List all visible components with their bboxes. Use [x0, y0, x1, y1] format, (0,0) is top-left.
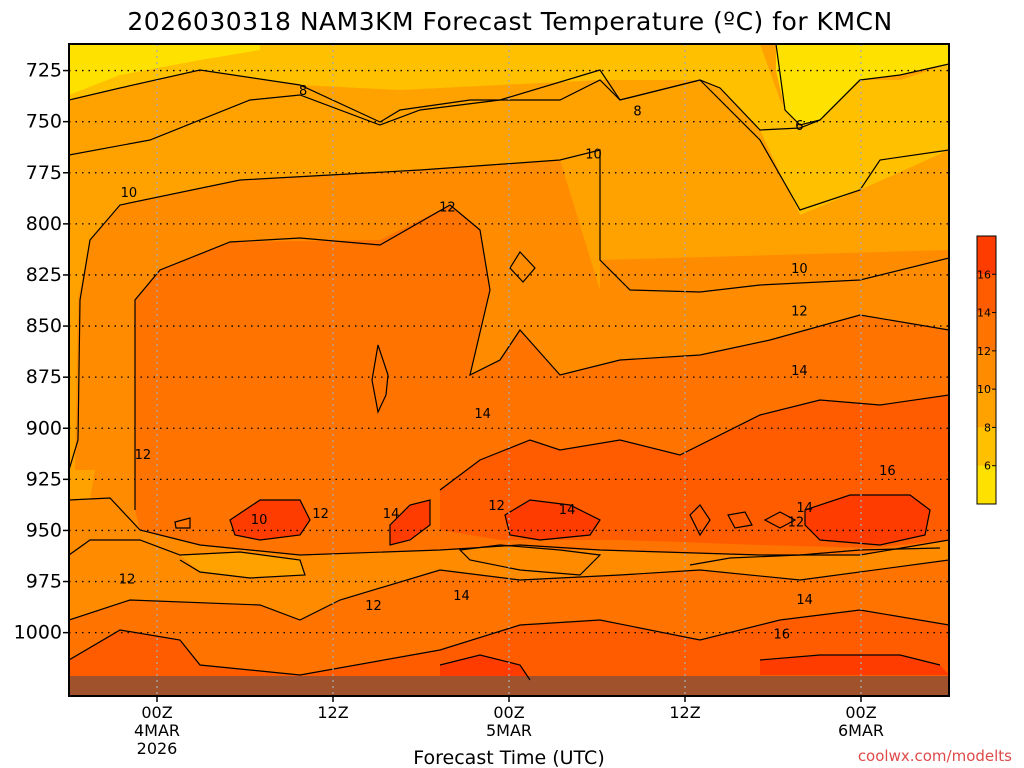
- contour-label: 12: [135, 448, 152, 463]
- contour-label: 12: [488, 499, 505, 514]
- y-tick-label: 725: [26, 60, 62, 82]
- y-tick-label: 850: [26, 315, 62, 337]
- contour-label: 8: [299, 84, 307, 99]
- contour-label: 12: [119, 572, 136, 587]
- contour-16-g: [763, 511, 797, 529]
- y-tick-label: 1000: [14, 622, 62, 644]
- chart-title: 2026030318 NAM3KM Forecast Temperature (…: [127, 7, 892, 36]
- y-tick-label: 825: [26, 264, 62, 286]
- y-tick-label: 750: [26, 111, 62, 133]
- contour-label: 14: [453, 589, 470, 604]
- contour-label: 14: [559, 503, 576, 518]
- colorbar-label: 8: [984, 421, 991, 434]
- band-12-island: [180, 552, 305, 578]
- colorbar-swatch: [977, 274, 996, 313]
- contour-10-upper: [69, 69, 949, 211]
- x-tick-label: 12Z: [317, 703, 348, 722]
- contour-label: 10: [251, 513, 268, 528]
- contour-label: 10: [121, 186, 138, 201]
- colorbar-label: 6: [984, 460, 991, 473]
- y-tick-label: 925: [26, 468, 62, 490]
- band-16-18-f: [760, 655, 949, 675]
- contour-label: 16: [774, 628, 791, 643]
- contour-label: 10: [585, 147, 602, 162]
- contour-label: 8: [633, 104, 641, 119]
- y-tick-label: 975: [26, 571, 62, 593]
- colorbar-label: 16: [977, 268, 991, 281]
- band-10-island: [69, 470, 95, 500]
- contour-label: 14: [383, 507, 400, 522]
- contour-12: [134, 204, 949, 510]
- colorbar-label: 10: [977, 383, 991, 396]
- contour-14: [439, 394, 949, 491]
- y-tick-label: 950: [26, 519, 62, 541]
- band-16-18-d: [390, 500, 430, 545]
- colorbar-frame: [976, 235, 997, 505]
- contour-12-diamond: [509, 251, 536, 283]
- y-axis: 725 750 775 800 825 850 875 900 925 950 975 1000: [14, 60, 69, 644]
- contour-16-f: [727, 511, 753, 529]
- x-tick-label: 00Z: [845, 703, 876, 722]
- colorbar-swatch: [977, 465, 996, 504]
- x-axis-label: Forecast Time (UTC): [413, 747, 604, 768]
- contour-label: 14: [791, 364, 808, 379]
- colorbar-swatch: [977, 389, 996, 428]
- contour-10: [69, 149, 949, 471]
- band-14-island: [460, 545, 600, 575]
- contour-label: 12: [365, 599, 382, 614]
- contour-16-lower: [439, 654, 941, 681]
- contour-label: 14: [796, 593, 813, 608]
- contour-label: 6: [795, 119, 803, 134]
- colorbar-swatch: [977, 350, 996, 390]
- contour-label: 14: [796, 501, 813, 516]
- credit-text: coolwx.com/modelts: [858, 747, 1012, 765]
- colorbar-swatch: [977, 236, 996, 275]
- contour-16-d: [389, 499, 431, 546]
- contour-label: 12: [439, 201, 456, 216]
- contour-label: 16: [879, 464, 896, 479]
- contour-12-mid: [69, 539, 306, 579]
- band-4-6: [69, 44, 949, 125]
- contour-label: 14: [474, 407, 491, 422]
- grid: [69, 44, 949, 696]
- contour-14-island: [458, 544, 602, 576]
- contour-label: 12: [312, 507, 329, 522]
- y-tick-label: 875: [26, 366, 62, 388]
- x-tick-date: 4MAR: [134, 721, 180, 740]
- y-tick-label: 900: [26, 417, 62, 439]
- contour-16-h: [174, 517, 191, 529]
- band-8-10: [69, 44, 949, 470]
- band-16-18-c: [805, 495, 930, 545]
- y-tick-label: 800: [26, 213, 62, 235]
- contour-label: 12: [791, 305, 808, 320]
- band-16-18-e: [440, 655, 530, 680]
- x-tick-label: 12Z: [669, 703, 700, 722]
- x-tick-date: 6MAR: [838, 721, 884, 740]
- contour-16-b: [504, 499, 601, 541]
- x-tick-date: 5MAR: [486, 721, 532, 740]
- colorbar-label: 12: [977, 345, 991, 358]
- colorbar-swatch: [977, 312, 996, 351]
- contour-12-spike: [371, 344, 389, 414]
- contour-lines: [69, 44, 949, 681]
- contour-6: [775, 44, 861, 126]
- contour-label: 12: [788, 515, 805, 530]
- y-tick-label: 775: [26, 162, 62, 184]
- contour-14-lower: [69, 609, 949, 676]
- contour-16-a: [229, 499, 311, 541]
- x-tick-label: 00Z: [141, 703, 172, 722]
- x-tick-year: 2026: [137, 739, 178, 758]
- colorbar: 6 8 10 12 14 16: [976, 235, 997, 505]
- contour-16-e: [689, 504, 711, 537]
- colorbar-swatch: [977, 427, 996, 466]
- contour-12-right: [689, 547, 941, 566]
- band-6-8: [69, 44, 949, 215]
- colorbar-label: 14: [977, 307, 991, 320]
- contour-12-lower: [69, 559, 949, 621]
- contour-label: 10: [791, 262, 808, 277]
- x-tick-label: 00Z: [493, 703, 524, 722]
